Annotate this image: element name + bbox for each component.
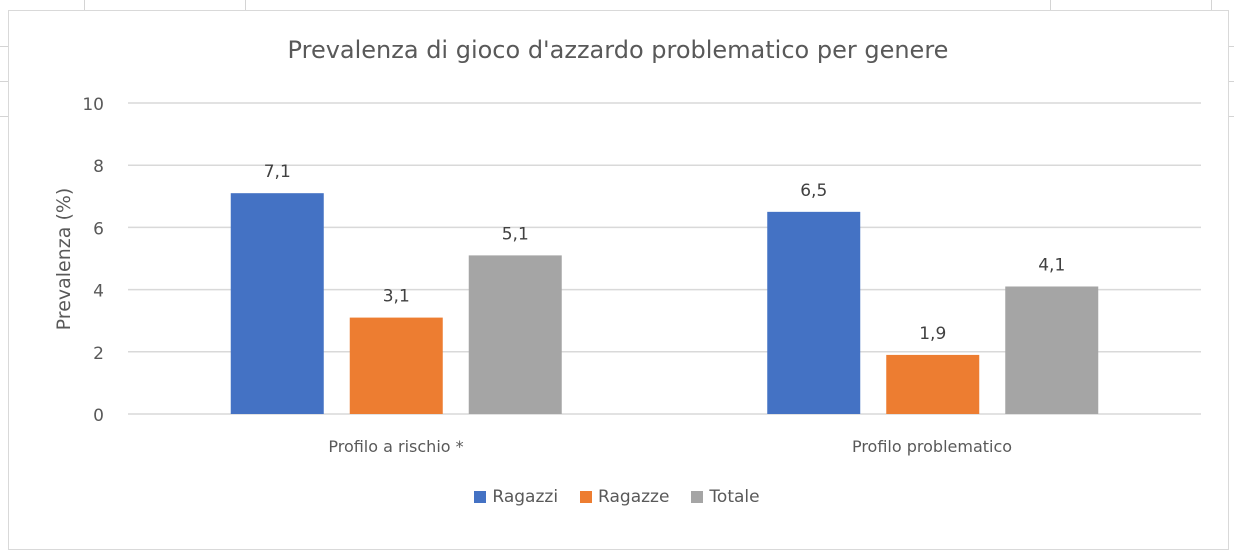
bar-ragazze[interactable] [349, 317, 443, 414]
x-tick-label: Profilo a rischio * [328, 437, 463, 456]
data-label: 3,1 [383, 287, 410, 307]
bar-ragazzi[interactable] [230, 193, 324, 414]
y-tick-label: 8 [93, 157, 104, 177]
sheet-gridline [1229, 81, 1234, 82]
sheet-gridline [0, 116, 8, 117]
sheet-gridline [1229, 46, 1234, 47]
legend-label: Ragazzi [492, 487, 559, 507]
bar-totale[interactable] [468, 255, 562, 414]
sheet-gridline [1229, 116, 1234, 117]
legend-item-totale[interactable]: Totale [691, 487, 760, 507]
legend-item-ragazze[interactable]: Ragazze [580, 487, 669, 507]
bar-ragazzi[interactable] [767, 211, 861, 414]
sheet-gridline [245, 0, 246, 11]
chart-area[interactable] [8, 10, 1229, 550]
chart-title: Prevalenza di gioco d'azzardo problemati… [288, 36, 949, 64]
legend-label: Ragazze [598, 487, 670, 507]
sheet-gridline [84, 0, 85, 11]
bar-chart: Prevalenza di gioco d'azzardo problemati… [53, 36, 1201, 456]
sheet-gridline [0, 46, 8, 47]
y-axis-label: Prevalenza (%) [53, 188, 75, 331]
bar-totale[interactable] [1005, 286, 1099, 414]
legend-swatch [691, 491, 704, 503]
data-label: 5,1 [502, 224, 529, 244]
y-tick-label: 4 [93, 282, 104, 302]
x-tick-label: Profilo problematico [852, 437, 1012, 456]
sheet-gridline [1211, 0, 1212, 11]
legend-swatch [580, 491, 593, 503]
data-label: 6,5 [800, 181, 827, 201]
y-tick-label: 6 [93, 219, 104, 239]
data-label: 4,1 [1038, 255, 1065, 275]
data-label: 7,1 [264, 162, 291, 182]
y-tick-label: 10 [82, 95, 104, 115]
sheet-gridline [0, 81, 8, 82]
data-label: 1,9 [919, 324, 946, 344]
sheet-gridline [1050, 0, 1051, 11]
legend-label: Totale [709, 487, 760, 507]
legend-item-ragazzi[interactable]: Ragazzi [474, 487, 558, 507]
legend: Ragazzi Ragazze Totale [0, 487, 1234, 507]
bar-ragazze[interactable] [886, 354, 980, 414]
y-tick-label: 0 [93, 406, 104, 426]
legend-swatch [474, 491, 487, 503]
y-tick-label: 2 [93, 344, 104, 364]
